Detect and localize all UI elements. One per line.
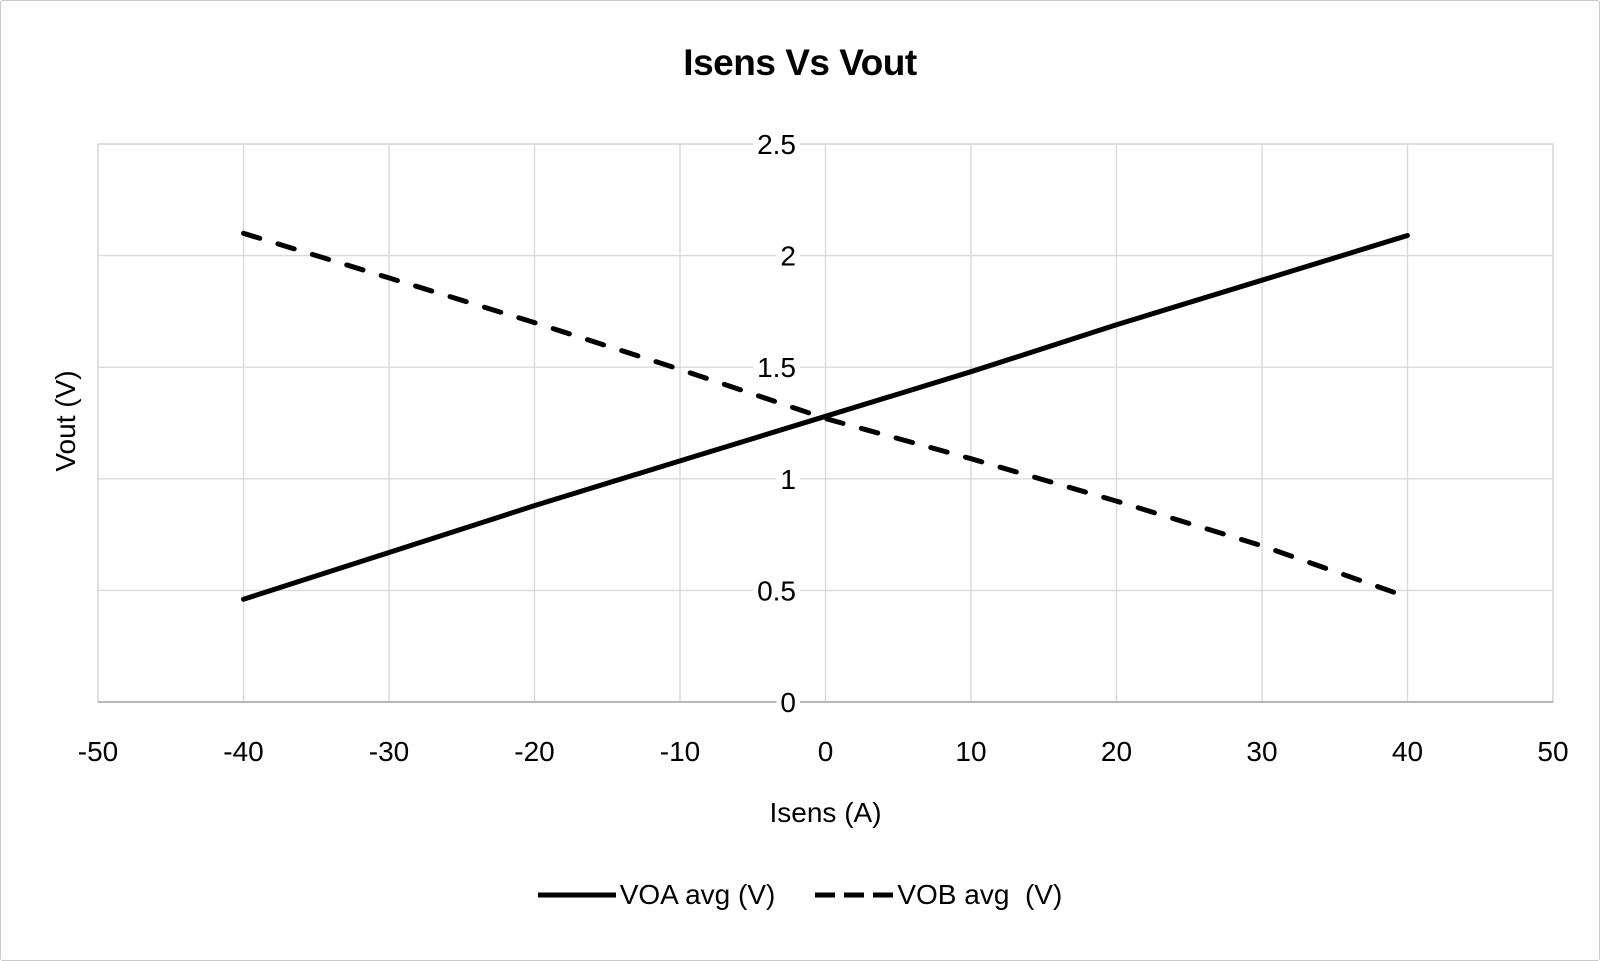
- y-tick-label-2: 2: [780, 241, 796, 272]
- x-tick-label--30: -30: [369, 736, 409, 767]
- y-tick-label-2.5: 2.5: [757, 129, 796, 160]
- legend-swatch-dashed-line: [815, 892, 894, 898]
- x-tick-label--10: -10: [660, 736, 700, 767]
- legend-label-voa: VOA avg (V): [619, 879, 776, 910]
- series-line-voa: [241, 233, 1410, 602]
- x-tick-label-10: 10: [955, 736, 986, 767]
- x-tick-label-20: 20: [1101, 736, 1132, 767]
- y-tick-label-bg: [753, 574, 800, 608]
- y-tick-label-bg: [753, 351, 800, 385]
- y-tick-label-bg: [753, 128, 800, 161]
- y-tick-label-bg: [776, 686, 800, 719]
- y-axis-title: Vout (V): [50, 370, 81, 472]
- legend-item-vob: VOB avg (V): [815, 879, 1062, 911]
- y-tick-label-0: 0: [780, 687, 796, 718]
- x-tick-label-30: 30: [1246, 736, 1277, 767]
- y-tick-label-0.5: 0.5: [757, 575, 796, 606]
- legend: VOA avg (V) VOB avg (V): [1, 879, 1599, 911]
- y-tick-label-bg: [776, 462, 800, 496]
- x-tick-label-50: 50: [1537, 736, 1568, 767]
- y-tick-label-1: 1: [780, 464, 796, 495]
- x-tick-label--20: -20: [514, 736, 554, 767]
- x-tick-label--50: -50: [78, 736, 118, 767]
- series-line-vob: [241, 230, 1410, 600]
- x-tick-label--40: -40: [223, 736, 263, 767]
- legend-label-vob: VOB avg (V): [897, 879, 1063, 910]
- chart-title: Isens Vs Vout: [683, 42, 917, 83]
- legend-item-voa: VOA avg (V): [537, 879, 776, 911]
- x-tick-label-40: 40: [1392, 736, 1423, 767]
- x-tick-label-0: 0: [818, 736, 834, 767]
- legend-swatch-solid-line: [537, 892, 616, 898]
- y-tick-label-1.5: 1.5: [757, 352, 796, 383]
- y-tick-label-bg: [776, 239, 800, 273]
- x-axis-title: Isens (A): [769, 797, 882, 828]
